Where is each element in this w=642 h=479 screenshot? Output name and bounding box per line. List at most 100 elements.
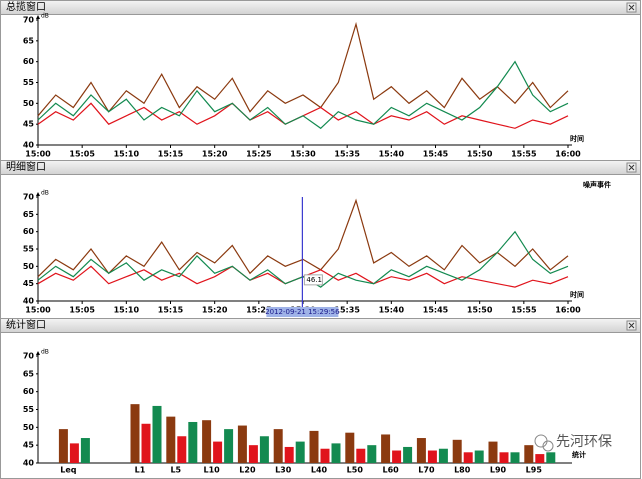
bar (403, 446, 413, 463)
x-tick-label: 15:25 (246, 150, 272, 159)
bar (202, 420, 212, 463)
annotation: 噪声事件 (583, 180, 611, 189)
cursor-value: 46.1 (306, 276, 322, 284)
bar (356, 448, 366, 463)
y-axis-label: dB (41, 13, 49, 20)
x-tick-label: 15:05 (69, 306, 95, 315)
close-button[interactable] (626, 162, 637, 173)
bar (392, 450, 402, 463)
watermark: 先河环保 (556, 434, 612, 450)
bar (488, 441, 498, 463)
x-tick-label: 15:00 (25, 306, 51, 315)
y-axis-arrow (36, 192, 40, 196)
bar (166, 416, 176, 463)
x-tick-label: 16:00 (555, 306, 581, 315)
x-tick-label: L10 (203, 466, 220, 475)
bar (309, 430, 319, 463)
x-tick-label: L80 (454, 466, 471, 475)
x-tick-label: L20 (239, 466, 256, 475)
bar (273, 429, 283, 463)
bar (546, 452, 556, 463)
x-tick-label: 15:55 (511, 150, 537, 159)
x-tick-label: 15:20 (202, 150, 228, 159)
bar (295, 441, 305, 463)
x-tick-label: 15:35 (334, 306, 360, 315)
y-tick-label: 55 (23, 245, 35, 254)
bar (213, 441, 223, 463)
x-tick-label: 15:10 (114, 306, 140, 315)
y-tick-label: 60 (23, 227, 35, 236)
y-tick-label: 45 (23, 279, 35, 288)
bar (141, 423, 151, 463)
x-tick-label: 15:00 (25, 150, 51, 159)
x-tick-label: L95 (526, 466, 543, 475)
x-axis-label: 时间 (570, 134, 584, 143)
x-tick-label: 15:30 (290, 150, 316, 159)
bar (510, 452, 520, 463)
close-button[interactable] (626, 320, 637, 331)
y-axis-arrow (36, 15, 40, 19)
y-tick-label: 40 (23, 459, 35, 468)
x-tick-label: 15:10 (114, 150, 140, 159)
bar (80, 438, 90, 463)
x-tick-label: 16:00 (555, 150, 581, 159)
bar (224, 429, 234, 463)
bar (259, 436, 269, 463)
y-axis-label: dB (41, 349, 49, 356)
bar (331, 443, 341, 463)
data-line (37, 230, 569, 288)
cursor-time: 2012-09-21 15:29:56 (265, 308, 340, 316)
x-tick-label: L70 (418, 466, 435, 475)
bar (381, 434, 391, 463)
x-tick-label: 15:35 (334, 150, 360, 159)
window-title: 总揽窗口 (6, 0, 46, 13)
y-tick-label: 65 (23, 36, 35, 45)
x-tick-label: L60 (382, 466, 399, 475)
x-tick-label: 15:40 (379, 306, 405, 315)
cursor-time-box (266, 307, 339, 317)
x-tick-label: L50 (347, 466, 364, 475)
bar (535, 454, 545, 463)
bar (130, 404, 140, 463)
x-tick-label: 15:40 (379, 150, 405, 159)
y-tick-label: 60 (23, 387, 35, 396)
x-tick-label: Leq (60, 466, 77, 475)
y-tick-label: 60 (23, 57, 35, 66)
x-tick-label: 15:50 (467, 150, 493, 159)
window-title: 统计窗口 (6, 318, 46, 331)
bar (320, 448, 330, 463)
bar (499, 452, 509, 463)
x-tick-label: 15:45 (423, 150, 449, 159)
y-tick-label: 70 (23, 193, 35, 202)
bar (69, 443, 79, 463)
bar (177, 436, 187, 463)
y-tick-label: 55 (23, 405, 35, 414)
close-button[interactable] (626, 2, 637, 13)
x-tick-label: L5 (170, 466, 181, 475)
bar (152, 405, 162, 463)
x-tick-label: L1 (135, 466, 146, 475)
y-tick-label: 45 (23, 441, 35, 450)
y-axis-arrow (36, 351, 40, 355)
x-tick-label: 15:05 (69, 150, 95, 159)
bar (345, 432, 355, 463)
data-line (37, 198, 569, 278)
y-axis-label: dB (41, 190, 49, 197)
bar (416, 438, 426, 463)
bar (524, 445, 534, 463)
y-tick-label: 65 (23, 369, 35, 378)
x-axis-label: 统计 (572, 450, 586, 459)
x-tick-label: L30 (275, 466, 292, 475)
bar (237, 425, 247, 463)
x-tick-label: 15:15 (158, 306, 184, 315)
x-tick-label: 15:20 (202, 306, 228, 315)
x-tick-label: 15:50 (467, 306, 493, 315)
y-tick-label: 70 (23, 352, 35, 361)
y-tick-label: 40 (23, 297, 35, 306)
cursor-value-box (303, 274, 323, 286)
x-tick-label: L90 (490, 466, 507, 475)
bar (474, 450, 484, 463)
